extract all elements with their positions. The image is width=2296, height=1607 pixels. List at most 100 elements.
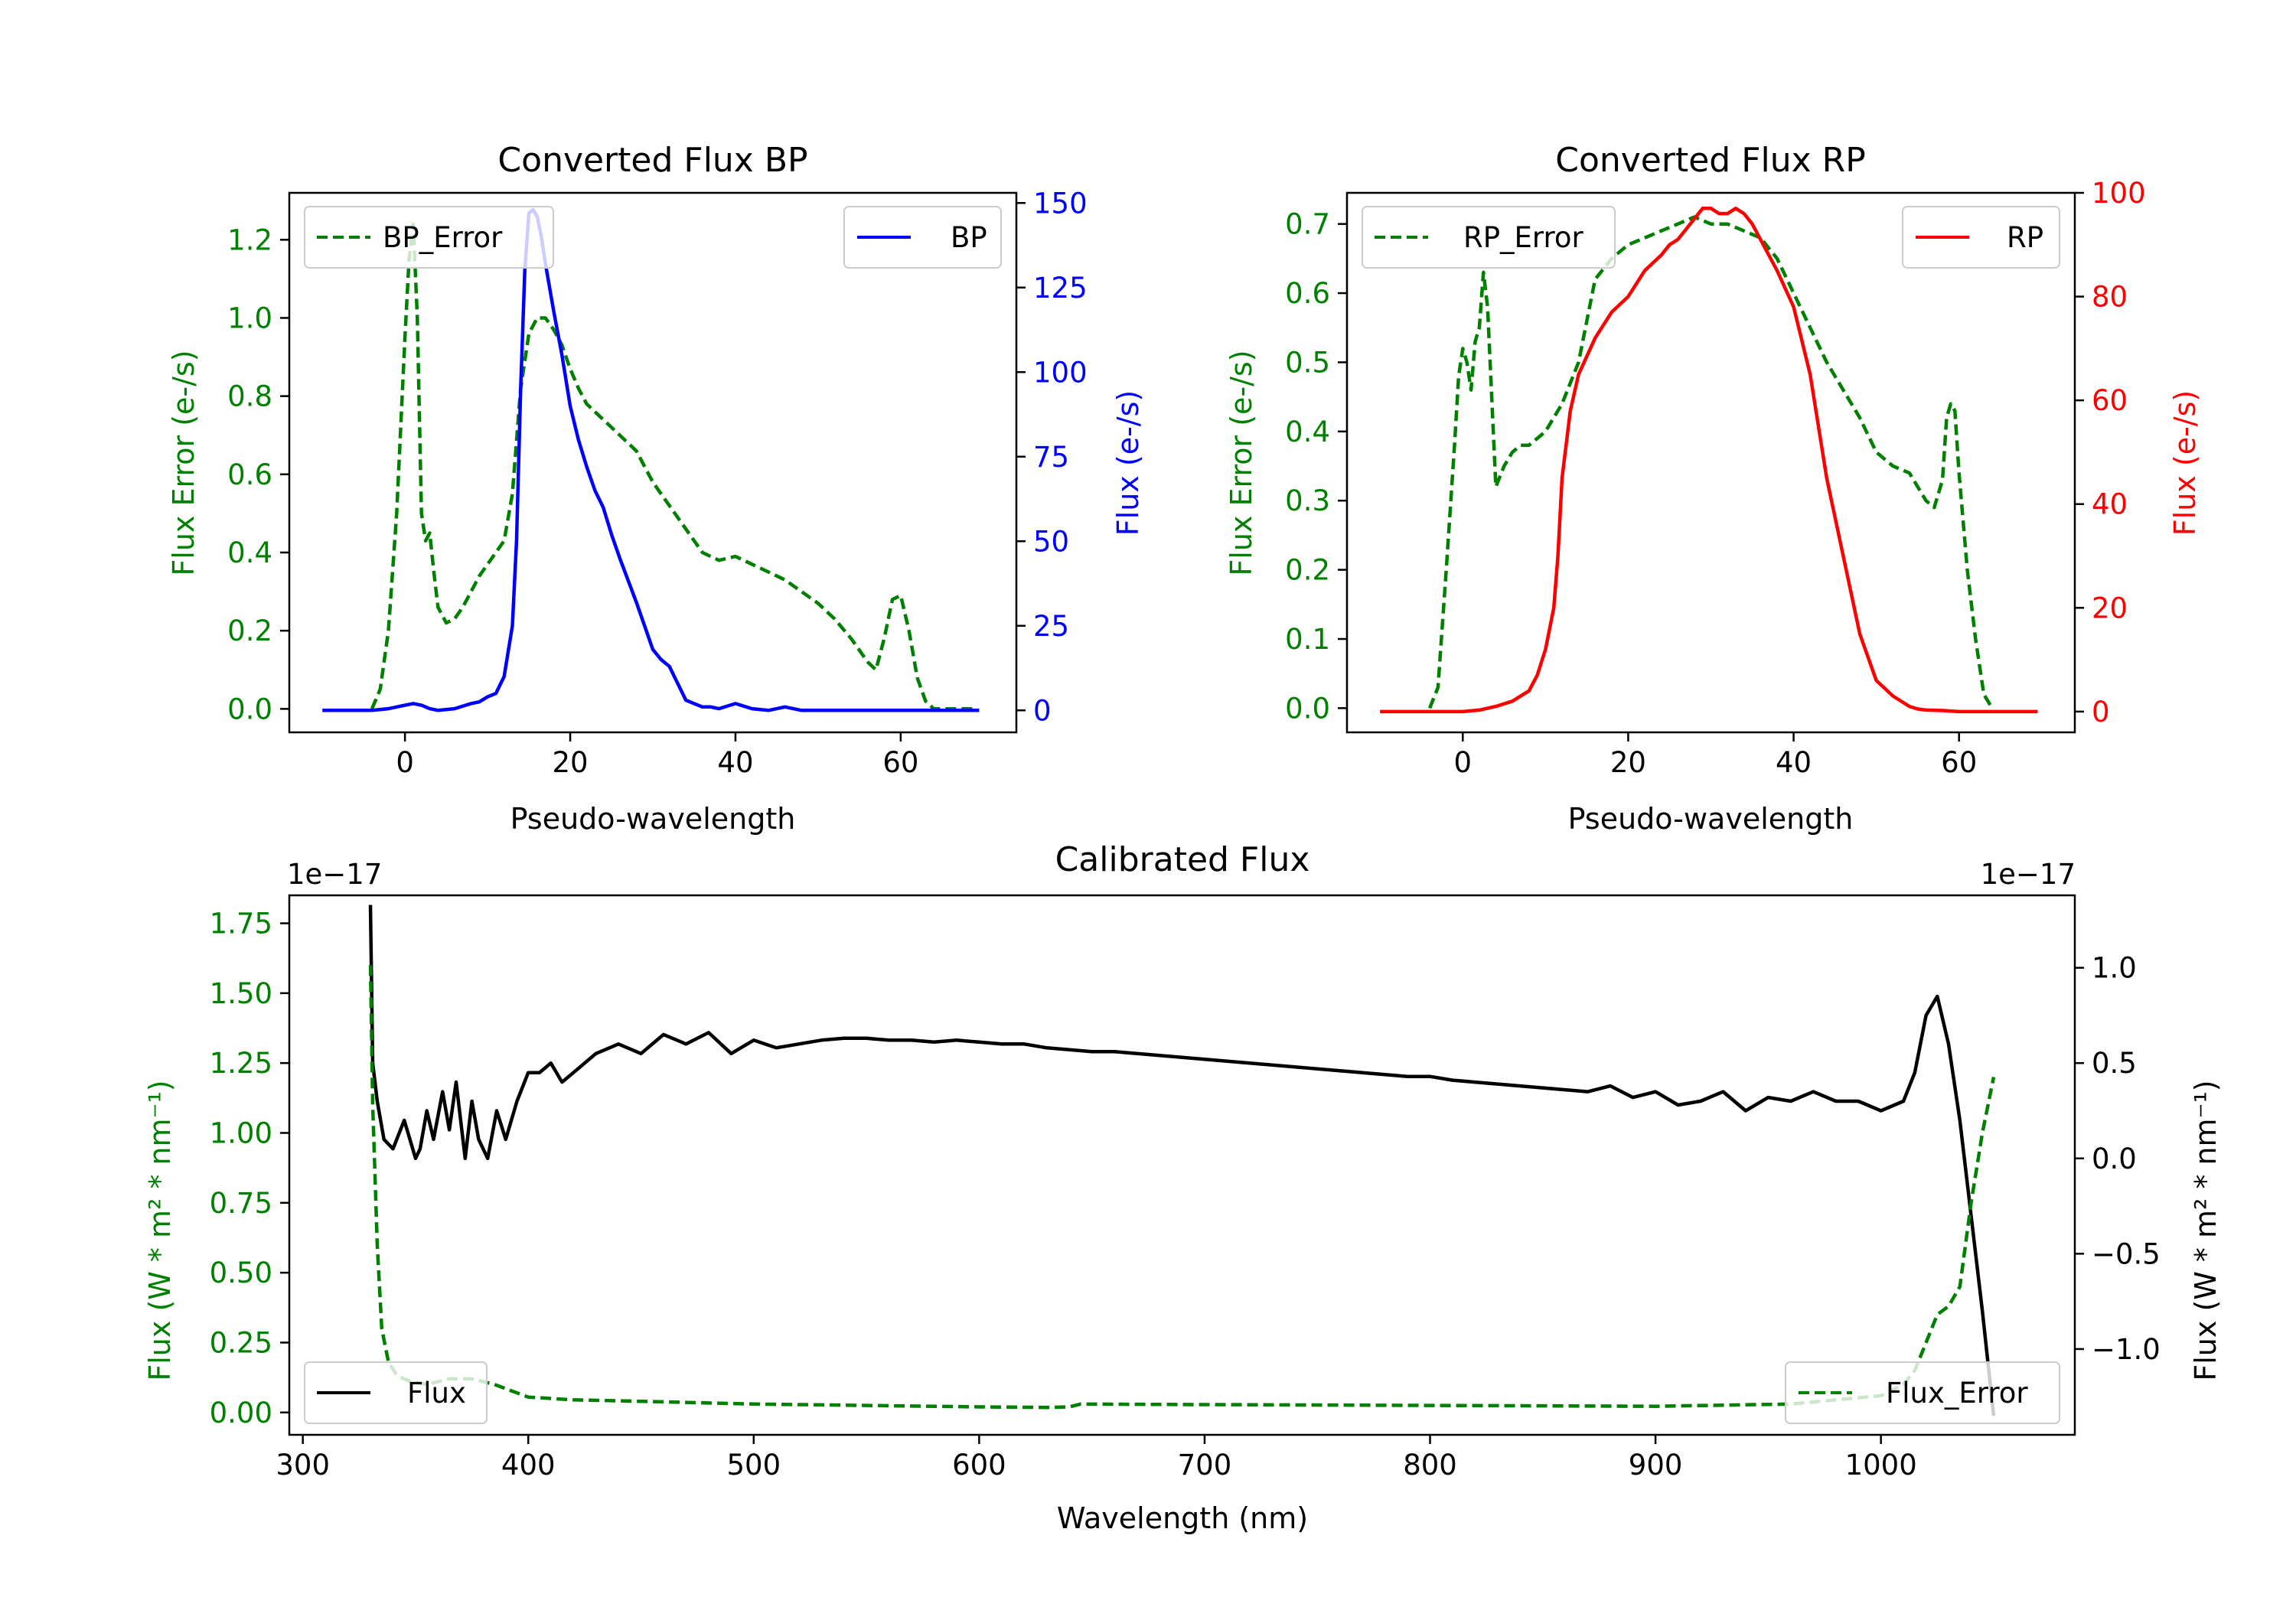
panel-bp-legend-left-label: BP_Error: [383, 221, 503, 254]
cal-xtick-label-500: 500: [727, 1449, 781, 1482]
panel-cal-xlabel: Wavelength (nm): [1057, 1501, 1308, 1535]
cal-ytick-left-label-2: 0.50: [210, 1257, 272, 1289]
bp-ytick-left-label-5: 1.0: [227, 302, 272, 334]
cal-series-flux: [368, 905, 1996, 1416]
bp-ytick-right-label-6: 150: [1033, 187, 1088, 220]
rp-ytick-right-label-2: 40: [2092, 488, 2128, 521]
panel-cal-legend-left-label: Flux: [407, 1377, 466, 1410]
cal-xtick-label-700: 700: [1178, 1449, 1232, 1482]
panel-bp-frame: [288, 191, 1018, 734]
panel-bp-ticks: 0 20 40 60 0.0 0.2 0.4 0.6 0.8 1.0 1.2 0 25 50 75 100 12…: [227, 187, 1087, 779]
panel-bp-xlabel: Pseudo-wavelength: [510, 802, 796, 836]
rp-ytick-right-label-3: 60: [2092, 384, 2128, 417]
panel-rp-ylabel-left: Flux Error (e-/s): [1225, 350, 1258, 575]
rp-ytick-right-label-1: 20: [2092, 592, 2128, 624]
panel-cal-legend-left: Flux: [304, 1361, 488, 1424]
bp-ytick-right-label-4: 100: [1033, 356, 1088, 389]
cal-ytick-left-label-5: 1.25: [210, 1047, 272, 1080]
rp-xtick-label-20: 20: [1610, 746, 1646, 779]
panel-bp-ylabel-right: Flux (e-/s): [1111, 390, 1145, 536]
bp-xtick-label-60: 60: [882, 746, 918, 779]
cal-ytick-right-label-0: −1.0: [2092, 1333, 2161, 1366]
bp-ytick-left-label-6: 1.2: [227, 223, 272, 256]
bp-ytick-left-label-0: 0.0: [227, 693, 272, 725]
panel-rp-legend-left: RP_Error: [1362, 206, 1616, 269]
cal-xtick-label-400: 400: [501, 1449, 556, 1482]
cal-ytick-left-label-7: 1.75: [210, 908, 272, 940]
cal-ytick-right-label-2: 0.0: [2092, 1143, 2137, 1175]
panel-bp-legend-right: BP: [843, 206, 1002, 269]
rp-xtick-label-60: 60: [1941, 746, 1977, 779]
bp-ytick-left-label-1: 0.2: [227, 614, 272, 647]
panel-cal-frame: [288, 894, 2076, 1436]
cal-ytick-left-label-3: 0.75: [210, 1187, 272, 1220]
panel-rp-xlabel: Pseudo-wavelength: [1568, 802, 1854, 836]
panel-rp-ylabel-right: Flux (e-/s): [2168, 390, 2202, 536]
cal-xtick-label-1000: 1000: [1845, 1449, 1917, 1482]
rp-ytick-left-label-7: 0.7: [1285, 208, 1330, 241]
cal-ytick-left-label-0: 0.00: [210, 1397, 272, 1429]
bp-ytick-right-label-0: 0: [1033, 694, 1052, 727]
panel-cal-legend-left-box: [304, 1361, 488, 1424]
panel-bp-legend-right-label: BP: [951, 221, 987, 254]
panel-rp-ticks: 0 20 40 60 0.0 0.1 0.2 0.3 0.4 0.5 0.6 0.7 0 20 40 60 80…: [1285, 177, 2145, 779]
rp-ytick-left-label-5: 0.5: [1285, 346, 1330, 379]
panel-bp: Converted Flux BP Pseudo-wavelength Flux…: [167, 141, 1145, 836]
rp-ytick-left-label-3: 0.3: [1285, 484, 1330, 517]
bp-xtick-label-40: 40: [717, 746, 753, 779]
cal-xtick-label-900: 900: [1629, 1449, 1683, 1482]
rp-ytick-left-label-4: 0.4: [1285, 416, 1330, 448]
cal-ytick-right-label-4: 1.0: [2092, 952, 2137, 985]
cal-ytick-left-label-1: 0.25: [210, 1326, 272, 1359]
panel-rp-title: Converted Flux RP: [1555, 141, 1866, 180]
rp-ytick-right-label-5: 100: [2092, 177, 2146, 210]
panel-bp-lines: [322, 207, 980, 712]
cal-xtick-label-800: 800: [1403, 1449, 1457, 1482]
panel-cal-ylabel-right: Flux (W * m² * nm⁻¹): [2189, 1080, 2223, 1380]
rp-ytick-right-label-4: 80: [2092, 281, 2128, 314]
panel-cal-ylabel-left: Flux (W * m² * nm⁻¹): [143, 1080, 177, 1380]
panel-cal-legend-right: Flux_Error: [1785, 1361, 2060, 1424]
cal-ytick-left-label-4: 1.00: [210, 1116, 272, 1149]
cal-ytick-left-label-6: 1.50: [210, 977, 272, 1010]
panel-bp-title: Converted Flux BP: [497, 141, 807, 180]
cal-ytick-right-label-3: 0.5: [2092, 1047, 2137, 1080]
bp-xtick-label-20: 20: [552, 746, 588, 779]
bp-ytick-left-label-3: 0.6: [227, 458, 272, 491]
cal-ytick-right-label-1: −0.5: [2092, 1237, 2161, 1270]
bp-ytick-right-label-2: 50: [1033, 525, 1069, 558]
panel-rp: Converted Flux RP Pseudo-wavelength Flux…: [1225, 141, 2202, 836]
panel-cal-offset-right: 1e−17: [1981, 858, 2076, 891]
panel-bp-legend-left: BP_Error: [304, 206, 554, 269]
panel-rp-legend-right-box: [1902, 206, 2060, 269]
panel-rp-legend-left-label: RP_Error: [1463, 221, 1583, 254]
bp-series-bp: [322, 207, 980, 712]
rp-ytick-left-label-0: 0.0: [1285, 692, 1330, 725]
panel-bp-legend-left-box: [304, 206, 554, 269]
panel-bp-ylabel-left: Flux Error (e-/s): [167, 350, 201, 575]
rp-xtick-label-0: 0: [1454, 746, 1473, 779]
panel-cal-legend-right-label: Flux_Error: [1886, 1377, 2028, 1410]
panel-rp-frame: [1345, 191, 2076, 734]
panel-rp-legend-left-box: [1362, 206, 1616, 269]
panel-rp-legend-right-label: RP: [2007, 221, 2043, 254]
panel-cal: Calibrated Flux Wavelength (nm) Flux (W …: [143, 840, 2223, 1535]
cal-xtick-label-600: 600: [952, 1449, 1006, 1482]
rp-ytick-right-label-0: 0: [2092, 696, 2110, 729]
panel-bp-legend-right-box: [843, 206, 1002, 269]
bp-ytick-right-label-5: 125: [1033, 272, 1088, 305]
panel-rp-legend-right: RP: [1902, 206, 2060, 269]
bp-series-bp-error: [370, 222, 975, 711]
bp-ytick-right-label-1: 25: [1033, 610, 1069, 643]
rp-ytick-left-label-1: 0.1: [1285, 623, 1330, 656]
bp-ytick-right-label-3: 75: [1033, 441, 1069, 474]
bp-xtick-label-0: 0: [396, 746, 414, 779]
panel-cal-title: Calibrated Flux: [1055, 840, 1310, 879]
rp-series-rp-error: [1428, 215, 1994, 709]
panel-cal-offset-left: 1e−17: [287, 858, 382, 891]
cal-xtick-label-300: 300: [276, 1449, 330, 1482]
rp-series-rp: [1380, 207, 2038, 714]
rp-ytick-left-label-6: 0.6: [1285, 277, 1330, 310]
panel-cal-ticks: 300 400 500 600 700 800 900 1000 0.00 0.25 0.50 0.7…: [210, 908, 2161, 1482]
